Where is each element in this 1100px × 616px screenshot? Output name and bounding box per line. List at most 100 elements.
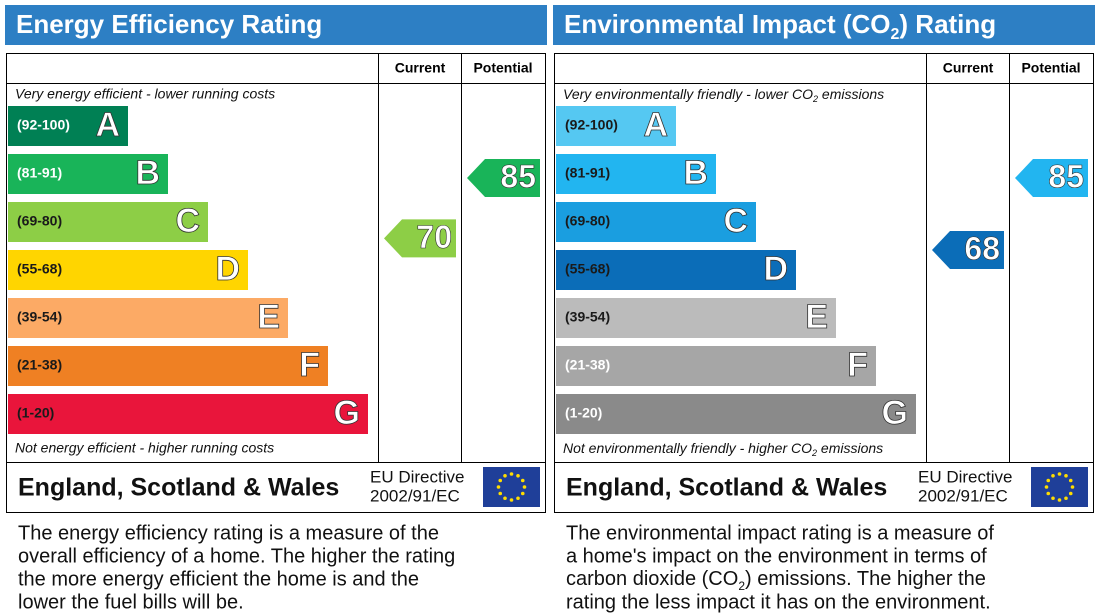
eu-star	[509, 472, 514, 476]
eu-star	[1046, 478, 1051, 483]
band-range: (81-91)	[17, 165, 62, 181]
column-header: Current	[943, 60, 994, 76]
eu-star	[520, 491, 525, 496]
rating-value: 85	[500, 158, 536, 194]
description-line: a home's impact on the environment in te…	[566, 545, 987, 567]
eu-star	[1051, 496, 1055, 501]
rating-band	[8, 346, 328, 386]
rating-arrow	[384, 219, 456, 258]
panel-title-part: 2	[891, 26, 900, 43]
band-range: (55-68)	[565, 261, 610, 277]
band-letter: F	[847, 346, 868, 384]
rating-band	[556, 250, 796, 290]
description-line-part: 2	[738, 579, 745, 593]
rating-arrow	[467, 159, 540, 197]
rating-band	[556, 394, 916, 434]
eu-star	[1064, 496, 1068, 501]
title-bar	[5, 5, 547, 45]
description-line: carbon dioxide (CO2) emissions. The high…	[566, 568, 986, 593]
eu-star	[1057, 498, 1062, 502]
eu-star	[1051, 473, 1055, 478]
eu-star	[520, 478, 525, 483]
eu-star	[1064, 473, 1068, 478]
band-letter: G	[882, 394, 908, 432]
eu-star	[503, 473, 507, 478]
band-range: (39-54)	[17, 309, 62, 325]
rating-band	[8, 202, 208, 242]
band-letter: A	[95, 106, 120, 144]
rating-value: 85	[1048, 158, 1084, 194]
rating-band	[556, 106, 676, 146]
description-line: rating the less impact it has on the env…	[566, 591, 991, 613]
band-letter: F	[299, 346, 320, 384]
top-note-part: Very environmentally friendly - lower CO	[563, 86, 813, 102]
frame	[554, 53, 1094, 513]
rating-value: 68	[964, 230, 1000, 266]
rating-band	[8, 106, 128, 146]
band-range: (92-100)	[565, 117, 618, 133]
eu-star	[1044, 485, 1049, 489]
footer-directive: EU Directive	[370, 467, 464, 486]
rating-arrow	[1015, 159, 1088, 197]
band-letter: E	[805, 298, 828, 336]
description-line-part: ) emissions. The higher the	[745, 568, 986, 590]
eu-star	[516, 473, 520, 478]
frame	[6, 53, 546, 513]
description-line: the more energy efficient the home is an…	[18, 568, 419, 590]
band-range: (92-100)	[17, 117, 70, 133]
band-letter: B	[683, 154, 708, 192]
band-letter: G	[334, 394, 360, 432]
band-range: (69-80)	[17, 213, 62, 229]
rating-band	[8, 154, 168, 194]
eu-star	[509, 498, 514, 502]
band-letter: E	[257, 298, 280, 336]
description-line: The environmental impact rating is a mea…	[566, 522, 994, 544]
eu-star	[1046, 491, 1051, 496]
band-range: (21-38)	[17, 357, 62, 373]
band-letter: C	[723, 202, 748, 240]
rating-band	[8, 394, 368, 434]
column-header: Current	[395, 60, 446, 76]
top-note: Very environmentally friendly - lower CO…	[563, 86, 884, 105]
eu-star	[1068, 491, 1073, 496]
panel-title: Energy Efficiency Rating	[16, 9, 322, 39]
band-range: (69-80)	[565, 213, 610, 229]
column-header: Potential	[473, 60, 532, 76]
band-range: (55-68)	[17, 261, 62, 277]
top-note-part: emissions	[818, 86, 884, 102]
rating-band	[556, 154, 716, 194]
description-line: lower the fuel bills will be.	[18, 591, 244, 613]
band-letter: D	[215, 250, 240, 288]
rating-band	[556, 298, 836, 338]
bottom-note-part: 2	[811, 448, 817, 458]
eu-star	[1057, 472, 1062, 476]
rating-band	[556, 202, 756, 242]
column-header: Potential	[1021, 60, 1080, 76]
footer-region: England, Scotland & Wales	[566, 474, 887, 502]
top-note-part: 2	[812, 94, 818, 104]
eu-star	[1070, 485, 1075, 489]
rating-value: 70	[416, 219, 452, 255]
bottom-note: Not energy efficient - higher running co…	[15, 440, 274, 456]
description-line: overall efficiency of a home. The higher…	[18, 545, 455, 567]
eu-star	[503, 496, 507, 501]
rating-band	[8, 298, 288, 338]
bottom-note-part: emissions	[817, 440, 883, 456]
description-line: The energy efficiency rating is a measur…	[18, 522, 439, 544]
footer-directive-code: 2002/91/EC	[918, 486, 1008, 505]
eu-star	[516, 496, 520, 501]
rating-arrow	[932, 231, 1004, 269]
bottom-note-part: Not environmentally friendly - higher CO	[563, 440, 812, 456]
band-range: (1-20)	[17, 405, 54, 421]
eu-star	[522, 485, 527, 489]
bottom-note: Not environmentally friendly - higher CO…	[563, 440, 883, 459]
eu-star	[498, 478, 503, 483]
band-range: (39-54)	[565, 309, 610, 325]
rating-band	[556, 346, 876, 386]
title-bar	[553, 5, 1095, 45]
footer-region: England, Scotland & Wales	[18, 474, 339, 502]
band-letter: D	[763, 250, 788, 288]
panel-title-part: Environmental Impact (CO	[564, 9, 891, 39]
